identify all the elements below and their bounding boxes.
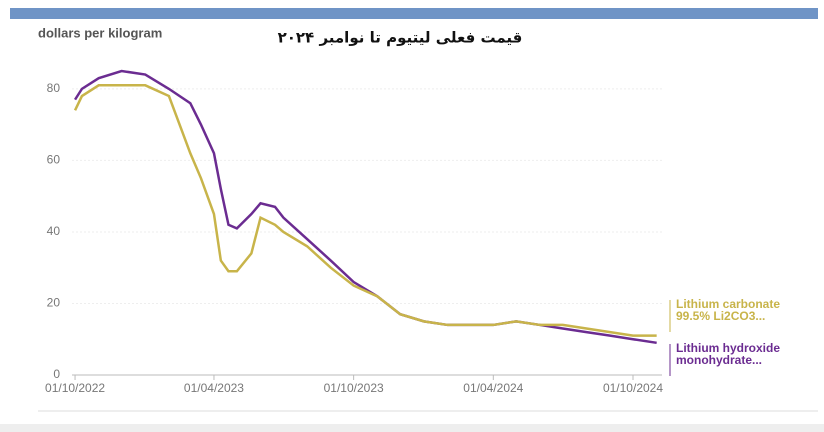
x-tick-label: 01/04/2023 <box>184 381 244 395</box>
y-tick-label: 60 <box>47 153 61 167</box>
x-tick-label: 01/10/2023 <box>324 381 384 395</box>
x-tick-label: 01/10/2022 <box>45 381 105 395</box>
x-tick-label: 01/04/2024 <box>463 381 523 395</box>
series-line <box>73 84 657 337</box>
legend-label: Lithium hydroxide monohydrate... <box>676 341 781 367</box>
y-tick-label: 80 <box>47 81 61 95</box>
chart-title: قیمت فعلی لیتیوم تا نوامبر ۲۰۲۴ <box>278 29 523 47</box>
y-tick-label: 20 <box>47 296 61 310</box>
series-line <box>74 69 657 345</box>
y-tick-label: 0 <box>53 367 60 381</box>
legend-label: Lithium carbonate 99.5% Li2CO3... <box>676 297 781 323</box>
y-axis-label: dollars per kilogram <box>38 25 162 40</box>
y-tick-label: 40 <box>47 224 61 238</box>
bottom-bar <box>0 424 824 432</box>
x-tick-label: 01/10/2024 <box>603 381 663 395</box>
top-bar <box>10 8 818 19</box>
